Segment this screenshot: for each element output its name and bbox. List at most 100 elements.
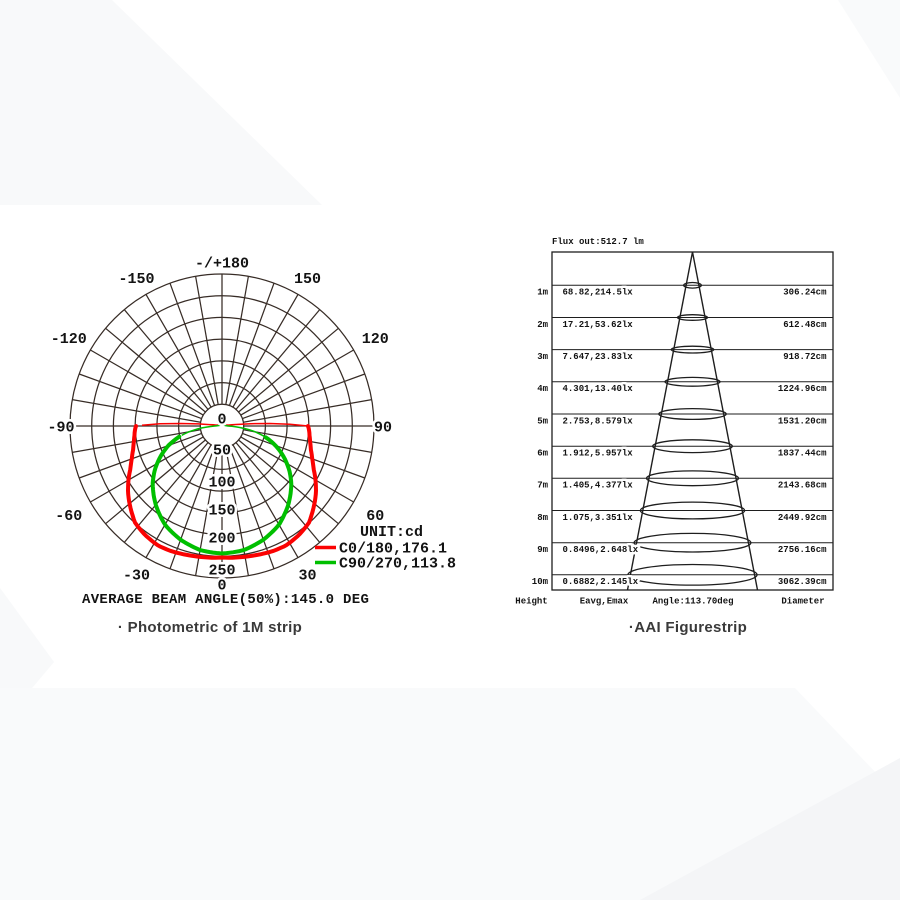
row-eavg-emax: 7.647,23.83lx	[563, 352, 634, 362]
radial-label-150: 150	[208, 502, 235, 519]
row-diameter: 306.24cm	[783, 288, 827, 298]
polar-spoke	[90, 349, 204, 416]
angle-label--/+180: -/+180	[195, 255, 249, 272]
beam-spread-ellipse	[652, 439, 733, 454]
right-chart-caption: ·AAI Figurestrip	[628, 619, 748, 636]
curve-tail-C90/270	[181, 423, 266, 438]
left-chart-caption: · Photometric of 1M strip	[117, 619, 303, 636]
beam-spread-ellipse	[682, 281, 703, 289]
polar-spoke	[105, 327, 206, 413]
row-height: 9m	[537, 545, 548, 555]
beam-spread-ellipse	[670, 345, 715, 354]
polar-spoke	[242, 373, 366, 420]
radial-label-250: 250	[208, 562, 235, 579]
beam-spread-ellipse	[676, 314, 709, 321]
polar-spoke	[123, 309, 209, 410]
angle-label--90: -90	[47, 419, 74, 436]
polar-spoke	[169, 446, 216, 570]
angle-label--150: -150	[118, 271, 154, 288]
backdrop-wedge-top-right	[838, 0, 900, 98]
legend-label-c0: C0/180,176.1	[339, 541, 447, 558]
curve-C90/270	[150, 434, 294, 556]
legend-label-c90: C90/270,113.8	[339, 556, 456, 573]
polar-spoke	[243, 398, 372, 423]
flux-out-title: Flux out:512.7 lm	[552, 237, 644, 247]
row-eavg-emax: 0.8496,2.648lx	[563, 545, 639, 555]
beam-spread-ellipse	[664, 376, 721, 387]
row-diameter: 918.72cm	[783, 352, 827, 362]
polar-spoke	[78, 373, 202, 420]
polar-spoke	[145, 294, 212, 408]
polar-spoke	[225, 276, 250, 405]
polar-spoke	[90, 436, 204, 503]
cone-edge-left	[626, 251, 694, 591]
backdrop-wedge-bottom-right	[640, 758, 900, 900]
row-eavg-emax: 17.21,53.62lx	[563, 320, 634, 330]
row-height: 1m	[537, 288, 548, 298]
polar-spoke	[240, 436, 354, 503]
row-diameter: 2756.16cm	[778, 545, 827, 555]
row-height: 8m	[537, 513, 548, 523]
row-eavg-emax: 2.753,8.579lx	[563, 416, 634, 426]
polar-spoke	[240, 349, 354, 416]
polar-spoke	[238, 327, 339, 413]
footer-height-label: Height	[515, 597, 547, 607]
row-eavg-emax: 1.405,4.377lx	[563, 481, 634, 491]
row-diameter: 1224.96cm	[778, 384, 827, 394]
row-height: 5m	[537, 416, 548, 426]
polar-spoke	[235, 309, 321, 410]
backdrop-wedge-top-left	[0, 0, 322, 205]
polar-spoke	[232, 294, 299, 408]
cone-edge-right	[691, 251, 759, 591]
angle-label-120: 120	[362, 331, 389, 348]
row-eavg-emax: 1.075,3.351lx	[563, 513, 634, 523]
radial-label-50: 50	[213, 442, 231, 459]
footer-eavg-label: Eavg,Emax	[580, 597, 629, 607]
row-diameter: 3062.39cm	[778, 577, 827, 587]
row-height: 3m	[537, 352, 548, 362]
backdrop-white-notch	[795, 688, 900, 798]
angle-label-0: 0	[217, 577, 226, 594]
angle-label--120: -120	[51, 331, 87, 348]
polar-spoke	[228, 446, 275, 570]
polar-chart: 0 30 60 90 120 150 -/+180 -30 -60 -90 -120 -150 0 50 1…	[45, 253, 395, 597]
radial-label-200: 200	[208, 530, 235, 547]
polar-spoke	[238, 439, 339, 525]
polar-spoke	[72, 429, 201, 454]
cone-figure: 1m 68.82,214.5lx 306.24cm 2m 17.21,53.62lx 61…	[529, 251, 834, 591]
polar-spoke	[228, 282, 275, 406]
row-height: 10m	[532, 577, 549, 587]
row-height: 2m	[537, 320, 548, 330]
footer-angle-label: Angle:113.70deg	[652, 597, 733, 607]
polar-spoke	[232, 444, 299, 558]
angle-label-90: 90	[374, 419, 392, 436]
row-eavg-emax: 4.301,13.40lx	[563, 384, 634, 394]
footer-diameter-label: Diameter	[781, 597, 824, 607]
polar-spoke	[243, 429, 372, 454]
row-diameter: 2143.68cm	[778, 481, 827, 491]
polar-spoke	[145, 444, 212, 558]
polar-spoke	[169, 282, 216, 406]
beam-spread-ellipse	[627, 563, 758, 586]
polar-spoke	[194, 276, 219, 405]
radial-label-100: 100	[208, 474, 235, 491]
angle-label-150: 150	[294, 271, 321, 288]
row-diameter: 612.48cm	[783, 320, 827, 330]
beam-spread-ellipse	[639, 501, 746, 520]
unit-label: UNIT:cd	[360, 524, 423, 541]
polar-spoke	[194, 447, 219, 576]
polar-spoke	[78, 432, 202, 479]
row-diameter: 1531.20cm	[778, 416, 827, 426]
row-height: 7m	[537, 481, 548, 491]
angle-label--30: -30	[123, 567, 150, 584]
polar-spoke	[242, 432, 366, 479]
beam-spread-ellipse	[645, 470, 740, 487]
angle-label--60: -60	[55, 508, 82, 525]
beam-angle-text: AVERAGE BEAM ANGLE(50%):145.0 DEG	[82, 592, 369, 608]
polar-spoke	[105, 439, 206, 525]
beam-spread-ellipse	[633, 532, 752, 553]
curve-C0/180	[126, 424, 318, 560]
